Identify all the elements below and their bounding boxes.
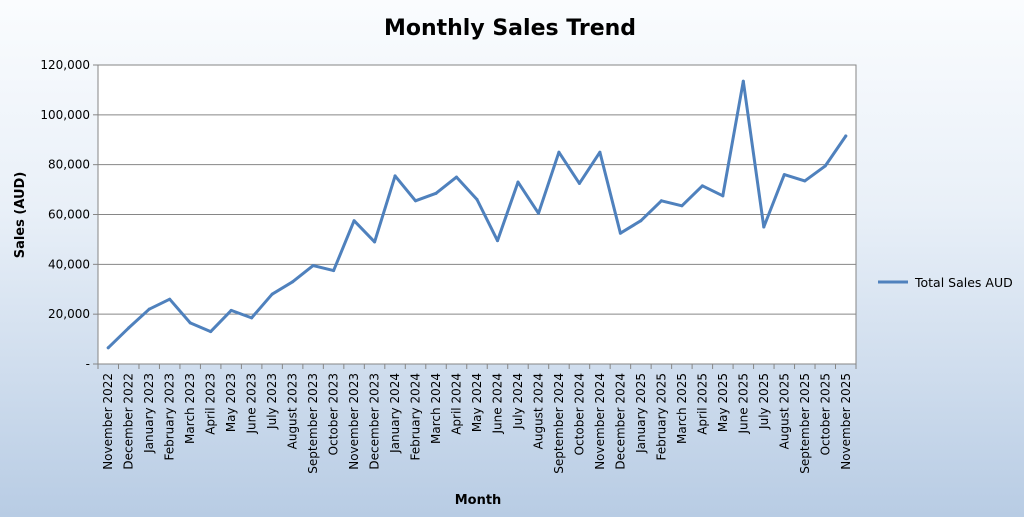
x-tick-label: February 2024 <box>409 373 423 461</box>
y-tick-label: 60,000 <box>48 208 90 222</box>
x-tick-label: October 2023 <box>327 373 341 455</box>
x-tick-label: June 2025 <box>736 373 750 435</box>
data-point <box>557 150 561 154</box>
x-axis-title: Month <box>455 493 502 508</box>
x-tick-label: September 2023 <box>306 373 320 474</box>
data-point <box>618 231 622 235</box>
data-point <box>844 134 848 138</box>
x-tick-label: August 2023 <box>286 373 300 449</box>
x-tick-label: May 2025 <box>716 373 730 432</box>
x-tick-label: December 2023 <box>368 373 382 470</box>
x-tick-label: June 2023 <box>245 373 259 435</box>
data-point <box>270 292 274 296</box>
data-point <box>700 184 704 188</box>
x-tick-label: October 2025 <box>818 373 832 455</box>
data-point <box>188 321 192 325</box>
x-tick-label: April 2025 <box>695 373 709 435</box>
x-tick-label: September 2025 <box>798 373 812 474</box>
x-tick-label: June 2024 <box>490 373 504 435</box>
x-tick-label: April 2023 <box>204 373 218 435</box>
data-point <box>168 297 172 301</box>
x-tick-label: March 2024 <box>429 373 443 444</box>
x-tick-label: January 2025 <box>634 373 648 454</box>
x-tick-label: August 2024 <box>531 373 545 449</box>
data-point <box>229 308 233 312</box>
data-point <box>721 194 725 198</box>
data-point <box>762 225 766 229</box>
x-tick-label: April 2024 <box>450 373 464 435</box>
x-tick-label: November 2024 <box>593 373 607 470</box>
x-tick-label: July 2025 <box>757 373 771 430</box>
data-point <box>106 346 110 350</box>
y-tick-label: - <box>86 357 90 371</box>
y-tick-label: 20,000 <box>48 307 90 321</box>
x-axis-ticks: November 2022 December 2022 January 2023 Fe… <box>97 364 857 474</box>
x-tick-label: January 2024 <box>388 373 402 454</box>
x-tick-label: May 2023 <box>224 373 238 432</box>
data-point <box>803 179 807 183</box>
data-point <box>639 219 643 223</box>
chart-title: Monthly Sales Trend <box>384 16 636 41</box>
x-tick-label: February 2025 <box>654 373 668 461</box>
x-tick-label: July 2023 <box>265 373 279 430</box>
data-point <box>659 199 663 203</box>
x-tick-label: September 2024 <box>552 373 566 474</box>
x-tick-label: October 2024 <box>572 373 586 455</box>
x-tick-label: January 2023 <box>142 373 156 454</box>
y-tick-label: 40,000 <box>48 257 90 271</box>
data-point <box>536 211 540 215</box>
x-tick-label: March 2025 <box>675 373 689 444</box>
data-point <box>516 180 520 184</box>
y-axis-ticks: - 20,000 40,000 60,000 80,000 100,000 120,000 <box>40 58 98 371</box>
gridlines <box>98 64 856 365</box>
x-tick-label: November 2022 <box>101 373 115 470</box>
data-point <box>414 199 418 203</box>
x-tick-label: November 2025 <box>839 373 853 470</box>
y-tick-label: 100,000 <box>40 108 90 122</box>
data-point <box>475 198 479 202</box>
x-tick-label: December 2024 <box>613 373 627 470</box>
series-group <box>106 79 848 350</box>
x-tick-label: August 2025 <box>777 373 791 449</box>
data-point <box>782 173 786 177</box>
data-point <box>209 330 213 334</box>
y-tick-label: 80,000 <box>48 158 90 172</box>
data-point <box>455 175 459 179</box>
data-point <box>598 150 602 154</box>
data-point <box>127 326 131 330</box>
data-point <box>741 79 745 83</box>
data-point <box>291 280 295 284</box>
data-point <box>332 269 336 273</box>
y-tick-label: 120,000 <box>40 58 90 72</box>
data-point <box>823 164 827 168</box>
data-point <box>434 191 438 195</box>
data-point <box>311 264 315 268</box>
data-point <box>495 239 499 243</box>
x-tick-label: February 2023 <box>163 373 177 461</box>
data-point <box>680 204 684 208</box>
x-tick-label: March 2023 <box>183 373 197 444</box>
x-tick-label: July 2024 <box>511 373 525 430</box>
data-point <box>250 316 254 320</box>
y-axis-title: Sales (AUD) <box>13 172 28 259</box>
data-point <box>373 240 377 244</box>
x-tick-label: November 2023 <box>347 373 361 470</box>
data-point <box>352 219 356 223</box>
data-point <box>577 181 581 185</box>
x-tick-label: December 2022 <box>122 373 136 470</box>
data-point <box>147 307 151 311</box>
legend-label-total-sales: Total Sales AUD <box>914 275 1013 290</box>
x-tick-label: May 2024 <box>470 373 484 432</box>
data-point <box>393 174 397 178</box>
legend: Total Sales AUD <box>878 275 1013 290</box>
